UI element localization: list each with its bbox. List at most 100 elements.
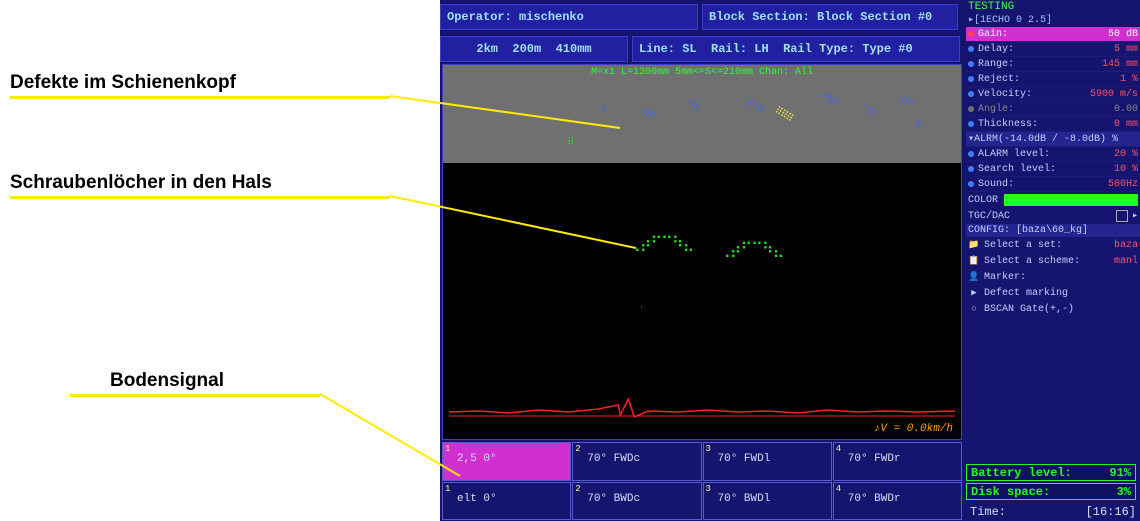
channel-label: 70° BWDr: [848, 493, 901, 505]
line-label: Line:: [639, 42, 675, 56]
channel-number: 2: [575, 444, 580, 454]
defect-mark: ፧፧: [600, 107, 605, 114]
menu-list: 📁Select a set:baza📋Select a scheme:manl👤…: [966, 237, 1140, 317]
param-key: Thickness:: [978, 119, 1114, 130]
block-value: Block Section #0: [817, 10, 932, 24]
rail-label: Rail:: [711, 42, 747, 56]
operator-value: mischenko: [519, 10, 584, 24]
channel-number: 3: [706, 444, 711, 454]
defect-mark: ·: [639, 305, 643, 311]
menu-label: Marker:: [984, 272, 1138, 283]
alarm-header: ▾ALRM(-14.0dB / -8.0dB) %: [966, 132, 1140, 147]
menu-item[interactable]: 📁Select a set:baza: [966, 237, 1140, 253]
checkbox-icon[interactable]: [1116, 210, 1128, 222]
menu-icon: ▶: [968, 288, 980, 298]
param-key: Sound:: [978, 179, 1108, 190]
dot-icon: [968, 46, 974, 52]
defect-mark: ⠿⠿: [640, 110, 654, 122]
rail-value: LH: [754, 42, 768, 56]
side-panel: TESTING ▸[1ECHO 0 2.5] Gain:50 dBDelay:5…: [966, 0, 1140, 521]
param-value: 20 %: [1114, 149, 1138, 160]
param-key: Velocity:: [978, 89, 1090, 100]
dist-2: 200m: [512, 42, 541, 56]
channel-button[interactable]: 370° BWDl: [703, 482, 832, 521]
channel-button[interactable]: 4 70° BWDr: [833, 482, 962, 521]
bscan-display[interactable]: M=x1 L=1300mm 5mm<=S<=210mm Chan: All ፧፧…: [442, 64, 962, 440]
config-row: CONFIG: [baza\60_kg]: [966, 224, 1140, 237]
menu-item[interactable]: 📋Select a scheme:manl: [966, 253, 1140, 269]
app-viewport: Operator: mischenko Block Section: Block…: [440, 0, 1140, 521]
param-row[interactable]: Velocity:5900 m/s: [966, 87, 1140, 102]
defect-mark: ⠿⠛: [898, 98, 912, 110]
dot-icon: [968, 106, 974, 112]
channel-button[interactable]: 270° BWDc: [572, 482, 701, 521]
bscan-info-text: M=x1 L=1300mm 5mm<=S<=210mm Chan: All: [443, 67, 961, 78]
channel-button[interactable]: 1elt 0°: [442, 482, 571, 521]
param-row[interactable]: Reject:1 %: [966, 72, 1140, 87]
menu-icon: ○: [968, 304, 980, 314]
menu-item[interactable]: 👤Marker:: [966, 269, 1140, 285]
param-row[interactable]: Search level:10 %: [966, 162, 1140, 177]
param-value: 0 mm: [1114, 119, 1138, 130]
rail-type-label: Rail Type:: [783, 42, 855, 56]
channel-button[interactable]: 470° FWDr: [833, 442, 962, 481]
channel-number: 1: [445, 444, 450, 454]
param-row[interactable]: Delay:5 mm: [966, 42, 1140, 57]
param-row[interactable]: Range:145 mm: [966, 57, 1140, 72]
channel-number: 3: [706, 484, 711, 494]
channel-label: 2,5 0°: [457, 453, 497, 465]
param-key: ALARM level:: [978, 149, 1114, 160]
param-value: 145 mm: [1102, 59, 1138, 70]
defect-mark: ˙˙: [579, 127, 589, 133]
param-row[interactable]: Angle:0.00: [966, 102, 1140, 117]
channel-button[interactable]: 3 70° FWDl: [703, 442, 832, 481]
dot-icon: [968, 31, 974, 37]
menu-item[interactable]: ▶ Defect marking: [966, 285, 1140, 301]
menu-label: Defect marking: [984, 288, 1138, 299]
block-cell: Block Section: Block Section #0: [702, 4, 958, 30]
channel-number: 2: [575, 484, 580, 494]
param-value: 1 %: [1120, 74, 1138, 85]
channel-label: 70° FWDl: [718, 453, 771, 465]
battery-status: Battery level: 91%: [966, 464, 1136, 481]
annotation-underline-3: [70, 394, 320, 397]
tgc-row[interactable]: TGC/DAC ▸: [966, 208, 1140, 224]
dist-1: 2km: [476, 42, 498, 56]
block-label: Block Section:: [709, 10, 810, 24]
operator-cell: Operator: mischenko: [440, 4, 698, 30]
channel-button[interactable]: 270° FWDc: [572, 442, 701, 481]
screw-hole-mark: ⢀⡴⠋⠉⠳⣄: [629, 241, 693, 247]
param-value: 5 mm: [1114, 44, 1138, 55]
param-list: Gain:50 dBDelay:5 mmRange:145 mmReject:1…: [966, 27, 1140, 132]
dot-icon: [968, 121, 974, 127]
side-subtitle: ▸[1ECHO 0 2.5]: [966, 14, 1140, 27]
param-row[interactable]: Sound:500Hz: [966, 177, 1140, 192]
channel-grid: 1 2,5 0° 270° FWDc 3 70° FWDl 470° FWDr 1elt 0…: [442, 442, 962, 520]
param-row[interactable]: ALARM level:20 %: [966, 147, 1140, 162]
bscan-head-zone: M=x1 L=1300mm 5mm<=S<=210mm Chan: All ፧፧…: [443, 65, 961, 163]
param-value: 50 dB: [1108, 29, 1138, 40]
dot-icon: [968, 61, 974, 67]
root: Defekte im Schienenkopf Schraubenlöcher …: [0, 0, 1140, 521]
rail-cell: Line: SL Rail: LH Rail Type: Type #0: [632, 36, 960, 62]
channel-number: 4: [836, 484, 841, 494]
screw-hole-mark: ⢀⡴⠋⠉⠳⣄: [719, 247, 783, 253]
dot-icon: [968, 91, 974, 97]
dot-icon: [968, 166, 974, 172]
param-value: 5900 m/s: [1090, 89, 1138, 100]
color-row[interactable]: COLOR: [966, 192, 1140, 208]
channel-button[interactable]: 1 2,5 0°: [442, 442, 571, 481]
param-row[interactable]: Thickness:0 mm: [966, 117, 1140, 132]
defect-mark: ⠿⠿⠿: [773, 108, 792, 123]
time-row: Time: [16:16]: [966, 503, 1140, 521]
menu-item[interactable]: ○BSCAN Gate(+,-): [966, 301, 1140, 317]
annotation-label-2: Schraubenlöcher in den Hals: [10, 172, 272, 194]
header-row-1: Operator: mischenko Block Section: Block…: [440, 2, 964, 32]
param-key: Reject:: [978, 74, 1120, 85]
dot-icon: [968, 151, 974, 157]
param-key: Search level:: [978, 164, 1114, 175]
color-swatch: [1004, 194, 1138, 206]
menu-value: baza: [1114, 240, 1138, 251]
param-key: Range:: [978, 59, 1102, 70]
param-row[interactable]: Gain:50 dB: [966, 27, 1140, 42]
